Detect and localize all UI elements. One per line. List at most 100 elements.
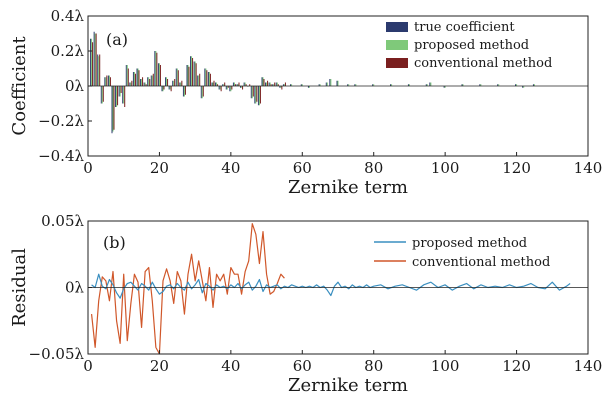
bar-true-coefficient-term-29 — [190, 56, 191, 86]
a-x-tick-label: 120 — [502, 159, 531, 177]
bar-true-coefficient-term-15 — [140, 79, 141, 86]
bar-proposed-method-term-44 — [245, 83, 246, 87]
bar-true-coefficient-term-40 — [229, 86, 230, 91]
bar-true-coefficient-term-25 — [176, 69, 177, 87]
bar-true-coefficient-term-34 — [208, 72, 209, 86]
bar-true-coefficient-term-35 — [212, 83, 213, 87]
bar-true-coefficient-term-19 — [154, 51, 155, 86]
bar-proposed-method-term-14 — [138, 69, 139, 87]
panel-b: 0 20 40 60 80 100 120 140 0.05λ 0λ −0.05λ (b) Zern… — [9, 212, 602, 396]
bar-true-coefficient-term-39 — [226, 86, 227, 90]
bar-conventional-method-term-50 — [267, 81, 268, 86]
bar-conventional-method-term-19 — [156, 53, 157, 86]
bar-conventional-method-term-6 — [110, 77, 111, 86]
bar-proposed-method-term-37 — [220, 86, 221, 90]
bar-true-coefficient-term-6 — [108, 76, 109, 87]
legend-a-swatch-conventional-method — [386, 58, 408, 68]
bar-proposed-method-term-40 — [230, 86, 231, 91]
bar-proposed-method-term-28 — [188, 65, 189, 86]
bar-true-coefficient-term-8 — [115, 86, 116, 107]
bar-conventional-method-term-20 — [160, 65, 161, 86]
bar-true-coefficient-term-17 — [147, 77, 148, 86]
bar-true-coefficient-term-96 — [429, 83, 430, 87]
bar-proposed-method-term-23 — [170, 86, 171, 90]
bar-proposed-method-term-33 — [205, 69, 206, 87]
bar-true-coefficient-term-31 — [197, 76, 198, 87]
bar-proposed-method-term-41 — [234, 83, 235, 87]
bar-conventional-method-term-23 — [171, 86, 172, 91]
bar-conventional-method-term-48 — [260, 86, 261, 104]
bar-true-coefficient-term-46 — [251, 86, 252, 98]
panel-a-y-axis-label: Coefficient — [9, 36, 30, 136]
bar-true-coefficient-term-2 — [94, 32, 95, 86]
bar-conventional-method-term-37 — [221, 86, 222, 91]
bar-true-coefficient-term-23 — [169, 86, 170, 90]
bar-true-coefficient-term-12 — [129, 83, 130, 87]
a-y-tick-label: 0.2λ — [51, 42, 85, 60]
bar-conventional-method-term-26 — [181, 81, 182, 86]
bar-true-coefficient-term-3 — [97, 55, 98, 87]
bar-true-coefficient-term-44 — [244, 83, 245, 87]
bar-conventional-method-term-2 — [96, 34, 97, 87]
b-x-tick-label: 60 — [293, 357, 312, 375]
panel-b-y-axis-label: Residual — [9, 248, 30, 327]
a-y-tick-label: 0.4λ — [51, 7, 85, 25]
bar-conventional-method-term-8 — [117, 86, 118, 105]
bar-true-coefficient-term-14 — [137, 69, 138, 87]
bar-true-coefficient-term-27 — [183, 86, 184, 97]
bar-proposed-method-term-50 — [266, 83, 267, 87]
bar-conventional-method-term-7 — [114, 86, 115, 130]
panel-a-label: (a) — [106, 30, 128, 49]
bar-conventional-method-term-38 — [224, 83, 225, 87]
a-x-tick-label: 80 — [364, 159, 383, 177]
bar-conventional-method-term-46 — [253, 86, 254, 97]
bar-proposed-method-term-7 — [113, 86, 114, 132]
bar-true-coefficient-term-30 — [194, 62, 195, 87]
bar-conventional-method-term-29 — [192, 58, 193, 86]
bar-true-coefficient-term-26 — [179, 83, 180, 87]
bar-conventional-method-term-31 — [199, 74, 200, 86]
a-y-tick-label: −0.4λ — [38, 147, 84, 165]
bar-proposed-method-term-3 — [98, 56, 99, 86]
bar-proposed-method-term-39 — [227, 86, 228, 90]
bar-conventional-method-term-21 — [164, 86, 165, 90]
b-x-tick-label: 140 — [574, 357, 603, 375]
bar-conventional-method-term-52 — [274, 83, 275, 87]
bar-conventional-method-term-1 — [92, 42, 93, 86]
bar-conventional-method-term-22 — [167, 79, 168, 86]
bar-conventional-method-term-47 — [256, 86, 257, 102]
bar-true-coefficient-term-13 — [133, 72, 134, 86]
panel-a-x-axis-label: Zernike term — [288, 177, 408, 198]
bar-true-coefficient-term-16 — [144, 83, 145, 87]
b-x-tick-label: 80 — [364, 357, 383, 375]
a-x-tick-label: 140 — [574, 159, 603, 177]
bar-proposed-method-term-16 — [145, 83, 146, 87]
bar-proposed-method-term-22 — [166, 77, 167, 86]
bar-conventional-method-term-33 — [206, 70, 207, 86]
b-y-tick-label: 0λ — [65, 279, 85, 297]
legend-a-entry-conventional-method: conventional method — [414, 56, 552, 71]
bar-true-coefficient-term-70 — [337, 81, 338, 86]
bar-true-coefficient-term-24 — [172, 81, 173, 86]
bar-true-coefficient-term-7 — [112, 86, 113, 133]
bar-conventional-method-term-43 — [242, 86, 243, 90]
bar-conventional-method-term-13 — [135, 74, 136, 86]
bar-true-coefficient-term-53 — [276, 83, 277, 87]
bar-conventional-method-term-3 — [99, 55, 100, 87]
bar-conventional-method-term-10 — [124, 86, 125, 107]
bar-conventional-method-term-14 — [139, 70, 140, 86]
bar-proposed-method-term-5 — [105, 77, 106, 86]
bar-proposed-method-term-15 — [141, 79, 142, 86]
bar-proposed-method-term-6 — [109, 76, 110, 87]
bar-proposed-method-term-47 — [255, 86, 256, 104]
panel-b-x-axis-label: Zernike term — [288, 375, 408, 396]
bar-proposed-method-term-10 — [123, 86, 124, 104]
bar-proposed-method-term-46 — [252, 86, 253, 98]
bar-conventional-method-term-24 — [174, 79, 175, 86]
bar-conventional-method-term-35 — [214, 81, 215, 86]
legend-a-swatch-true-coefficient — [386, 22, 408, 32]
bar-true-coefficient-term-5 — [104, 77, 105, 86]
bar-proposed-method-term-13 — [134, 72, 135, 86]
bar-true-coefficient-term-9 — [119, 86, 120, 97]
bar-proposed-method-term-49 — [263, 77, 264, 86]
